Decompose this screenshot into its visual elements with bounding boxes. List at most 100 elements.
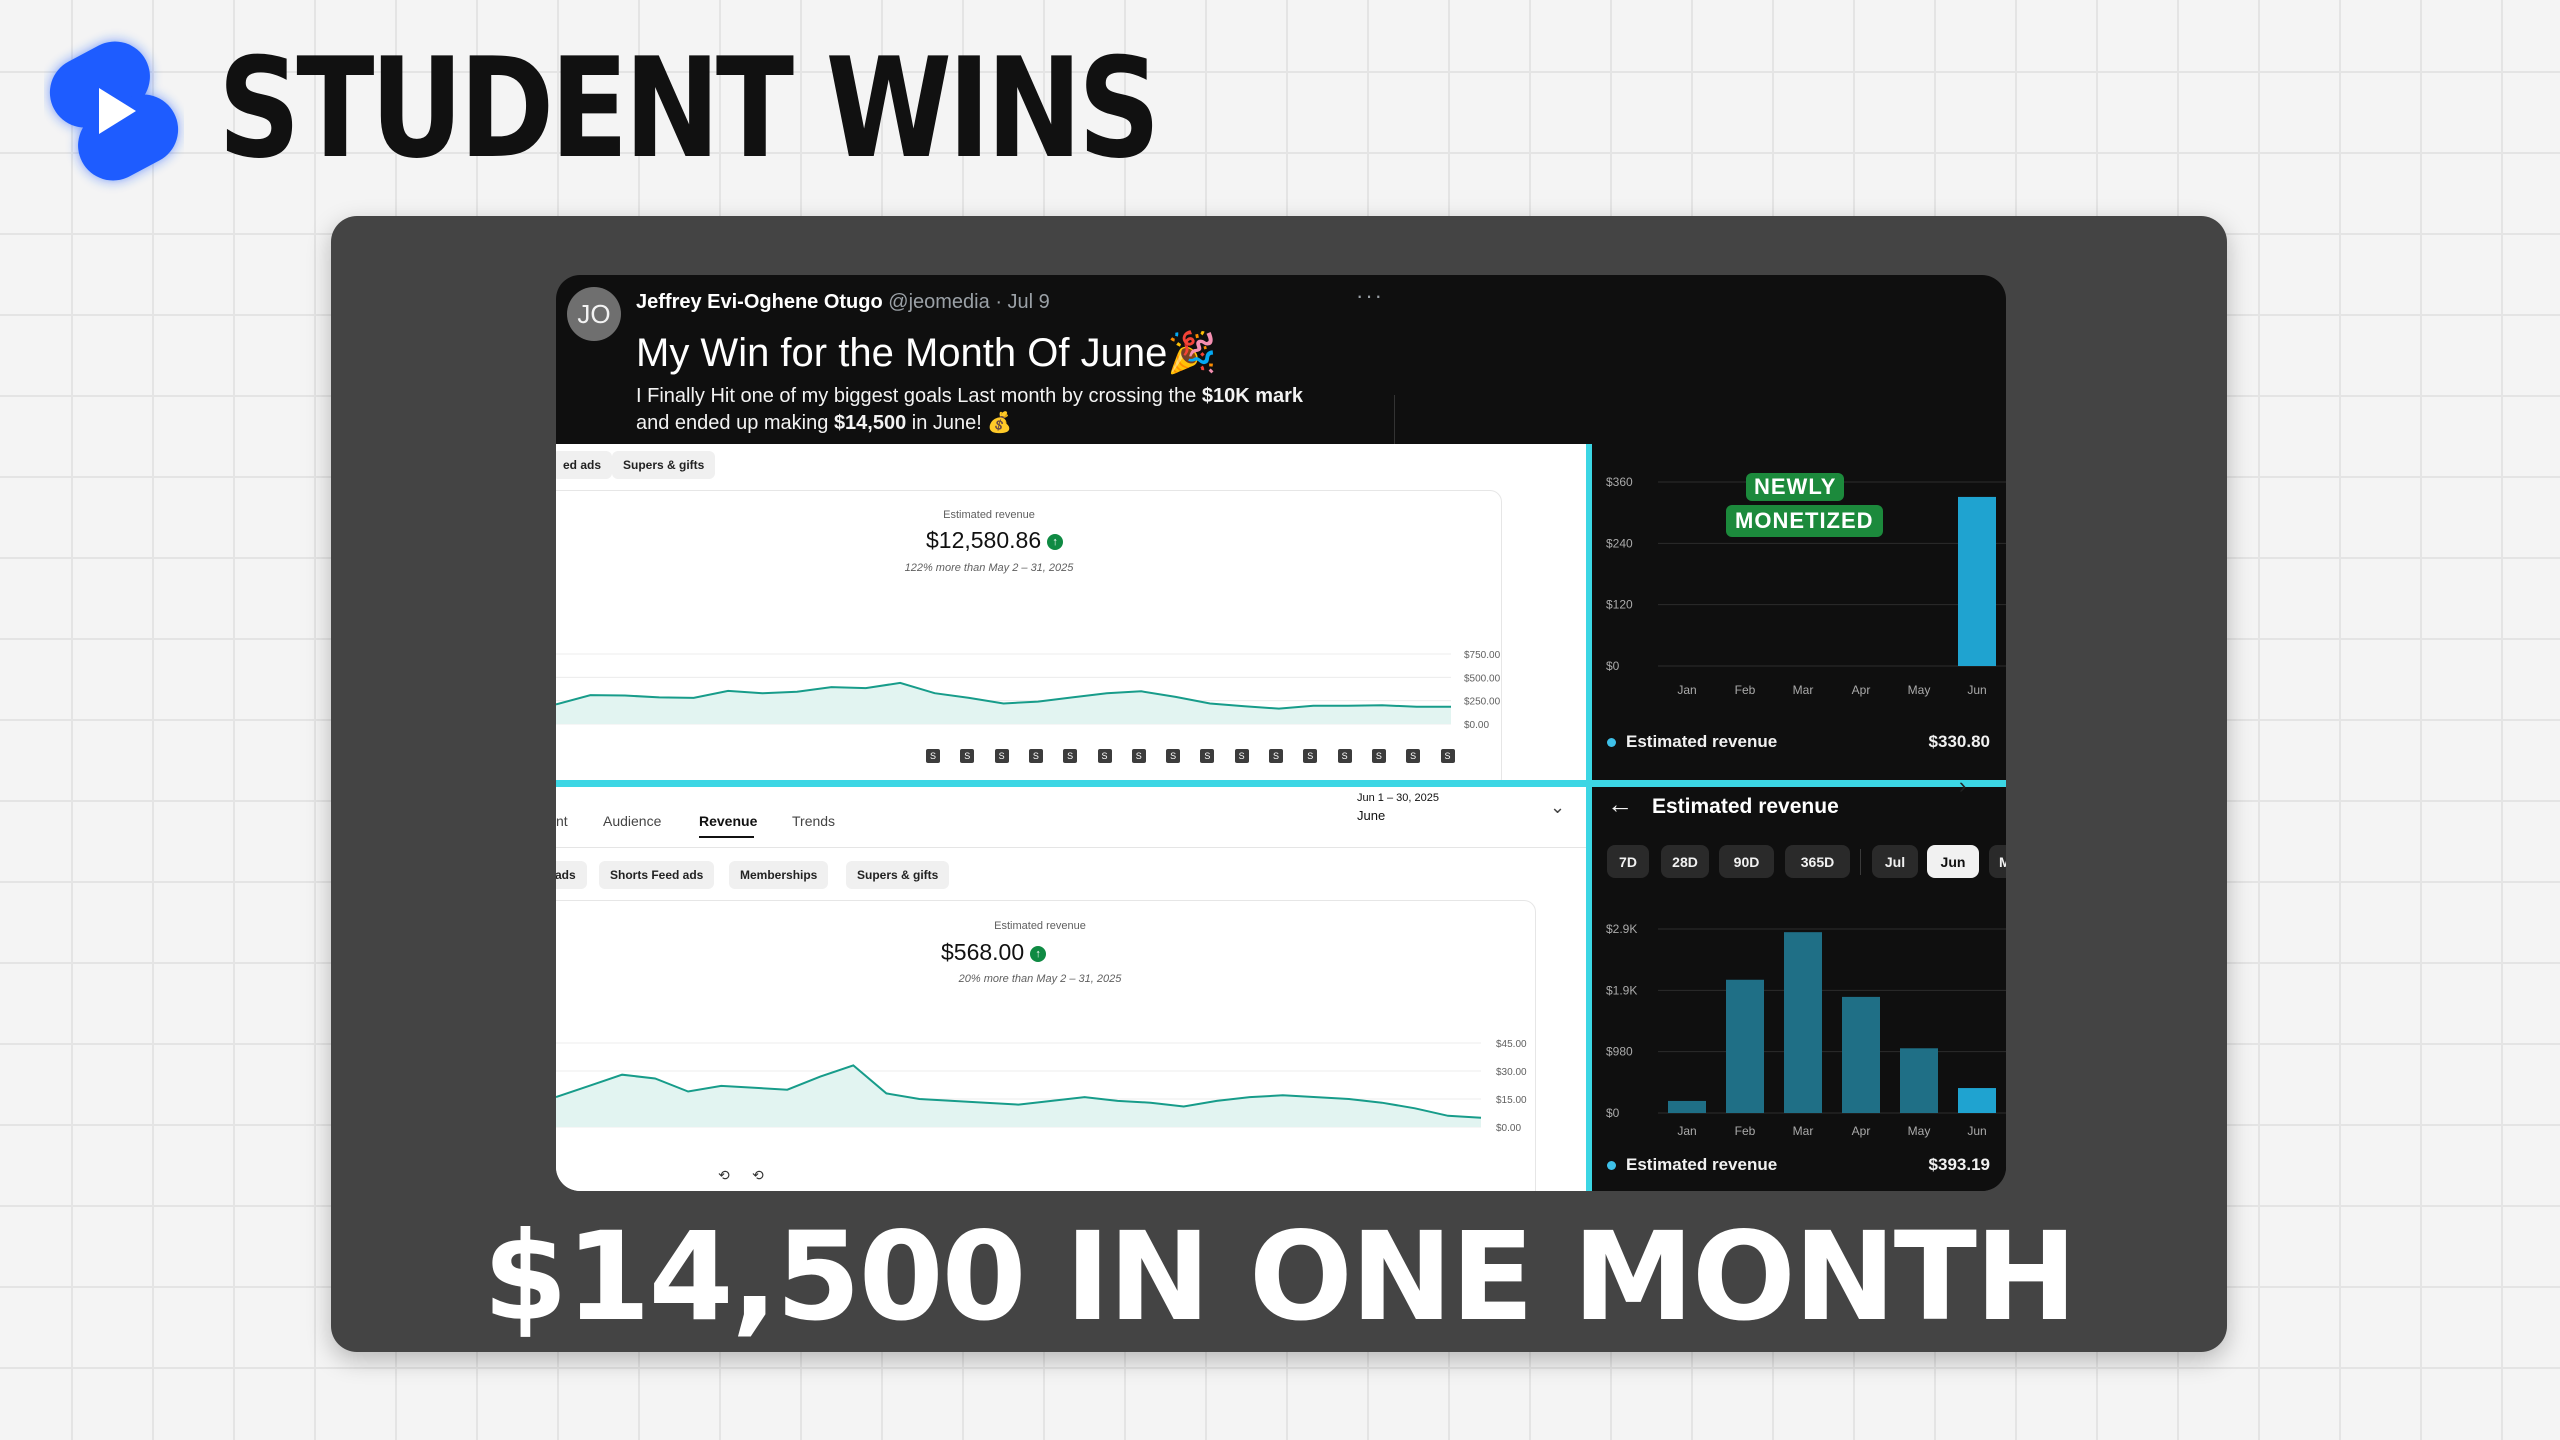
tweet-title: My Win for the Month Of June🎉 bbox=[636, 331, 1218, 375]
tweet-body: I Finally Hit one of my biggest goals La… bbox=[636, 385, 1304, 434]
chevron-down-icon[interactable]: ⌄ bbox=[1550, 797, 1566, 817]
tab-audience[interactable]: Audience bbox=[603, 813, 662, 829]
author-name[interactable]: Jeffrey Evi-Oghene Otugo bbox=[636, 291, 883, 313]
bar-apr bbox=[1842, 996, 1880, 1113]
range-7d[interactable]: 7D bbox=[1607, 845, 1649, 878]
est-sub: 122% more than May 2 – 31, 2025 bbox=[904, 562, 1074, 574]
x-tick-label: May bbox=[1908, 1124, 1931, 1138]
more-options-icon[interactable]: ··· bbox=[1356, 283, 1384, 308]
panel-top-left: ed ads Supers & gifts Estimated revenue … bbox=[556, 444, 1589, 782]
bar-jun bbox=[1958, 1088, 1996, 1113]
x-tick-label: Jun bbox=[1967, 1124, 1986, 1138]
short-marker-icon[interactable]: S bbox=[926, 749, 940, 763]
bar-may bbox=[1900, 1048, 1938, 1113]
range-90d[interactable]: 90D bbox=[1719, 845, 1774, 878]
y-tick-label: $0 bbox=[1606, 1106, 1620, 1120]
panel-bottom-right: ← Estimated revenue 7D 28D 90D 365D Jul … bbox=[1592, 787, 2006, 1191]
svg-text:⟲: ⟲ bbox=[752, 1167, 764, 1183]
short-marker-icon[interactable]: S bbox=[1028, 749, 1043, 763]
separator bbox=[1586, 444, 1592, 1191]
next-arrow-icon[interactable]: › bbox=[1959, 773, 1967, 798]
tweet-author-line: Jeffrey Evi-Oghene Otugo @jeomedia · Jul… bbox=[636, 291, 1050, 314]
short-marker-icon[interactable]: S bbox=[1166, 749, 1181, 763]
x-tick-label: Apr bbox=[1852, 683, 1871, 697]
filter-pill-ads[interactable]: ads bbox=[556, 861, 587, 889]
est-value: $568.00 ↑ bbox=[941, 939, 1047, 966]
bar-mar bbox=[1784, 932, 1822, 1113]
filter-pill-supers[interactable]: Supers & gifts bbox=[846, 861, 950, 889]
filter-pill-shorts-feed[interactable]: Shorts Feed ads bbox=[599, 861, 715, 889]
tweet-date[interactable]: · Jul 9 bbox=[995, 291, 1050, 313]
x-tick-label: Mar bbox=[1793, 683, 1814, 697]
area-fill bbox=[556, 1065, 1481, 1127]
shorts-logo-icon bbox=[49, 41, 179, 181]
est-label: Estimated revenue bbox=[943, 509, 1035, 521]
legend-label: Estimated revenue bbox=[1607, 732, 1777, 752]
y-tick-label: $750.00 bbox=[1464, 650, 1501, 661]
filter-pill-supers[interactable]: Supers & gifts bbox=[612, 451, 716, 479]
y-tick-label: $360 bbox=[1606, 475, 1633, 489]
bar-feb bbox=[1726, 979, 1764, 1113]
range-365d[interactable]: 365D bbox=[1785, 845, 1850, 878]
short-marker-icon[interactable]: S bbox=[1440, 749, 1455, 763]
date-range-picker[interactable]: Jun 1 – 30, 2025 June bbox=[1357, 792, 1439, 823]
short-marker-icon[interactable]: S bbox=[1303, 749, 1318, 763]
divider bbox=[1860, 849, 1861, 875]
short-marker-icon[interactable]: S bbox=[1269, 749, 1283, 763]
legend-value: $330.80 bbox=[1928, 732, 1990, 751]
y-tick-label: $2.9K bbox=[1606, 922, 1637, 936]
range-28d[interactable]: 28D bbox=[1661, 845, 1709, 878]
short-marker-icon[interactable]: S bbox=[1131, 749, 1146, 763]
separator bbox=[556, 780, 2006, 787]
revenue-line-chart-top: $750.00 $500.00 $250.00 $0.00 bbox=[556, 650, 1501, 731]
headline: STUDENT WINS bbox=[218, 28, 1160, 189]
est-label: Estimated revenue bbox=[994, 920, 1086, 932]
short-marker-icon[interactable]: S bbox=[994, 749, 1009, 763]
revenue-card bbox=[556, 490, 1502, 782]
x-tick-label: Mar bbox=[1793, 1124, 1814, 1138]
bar-jan bbox=[1668, 1100, 1706, 1113]
svg-text:⟲: ⟲ bbox=[718, 1167, 730, 1183]
range-jul[interactable]: Jul bbox=[1872, 845, 1918, 878]
series-dot bbox=[1607, 738, 1616, 748]
panel-header: Estimated revenue bbox=[1652, 795, 1839, 818]
increase-icon: ↑ bbox=[1030, 945, 1047, 962]
panel-bottom-left: nt Audience Revenue Trends Jun 1 – 30, 2… bbox=[556, 787, 1589, 1191]
filter-pill[interactable]: ed ads bbox=[556, 451, 613, 479]
tab-trends[interactable]: Trends bbox=[792, 813, 836, 829]
y-tick-label: $45.00 bbox=[1496, 1039, 1527, 1050]
short-marker-icon[interactable]: S bbox=[1097, 749, 1112, 763]
short-marker-icon[interactable]: S bbox=[1337, 749, 1352, 763]
x-tick-label: Jan bbox=[1677, 1124, 1696, 1138]
y-tick-label: $1.9K bbox=[1606, 983, 1637, 997]
y-tick-label: $0.00 bbox=[1464, 720, 1489, 731]
back-arrow-icon[interactable]: ← bbox=[1607, 789, 1633, 819]
author-handle[interactable]: @jeomedia bbox=[888, 291, 990, 313]
short-marker-icon[interactable]: S bbox=[1200, 749, 1215, 763]
monetized-badge: MONETIZED bbox=[1726, 505, 1883, 537]
short-marker-icon[interactable]: S bbox=[1234, 749, 1249, 763]
short-marker-icon[interactable]: S bbox=[960, 749, 975, 763]
filter-pill-memberships[interactable]: Memberships bbox=[729, 861, 829, 889]
tab-content[interactable]: nt bbox=[556, 813, 568, 829]
screenshot-card: JO Jeffrey Evi-Oghene Otugo @jeomedia · … bbox=[331, 216, 2227, 1352]
short-marker-icon[interactable]: S bbox=[1406, 749, 1421, 763]
tab-revenue[interactable]: Revenue bbox=[699, 813, 758, 829]
screenshot: JO Jeffrey Evi-Oghene Otugo @jeomedia · … bbox=[556, 275, 2006, 1191]
est-value: $12,580.86 ↑ bbox=[926, 527, 1064, 554]
revenue-card bbox=[556, 900, 1536, 1191]
x-tick-label: Feb bbox=[1735, 1124, 1756, 1138]
monthly-revenue-chart-bottom: $2.9K $1.9K $980 $0 Jan Feb Mar Apr May Jun bbox=[1606, 922, 2006, 1138]
legend-value: $393.19 bbox=[1928, 1155, 1990, 1174]
y-tick-label: $250.00 bbox=[1464, 697, 1501, 708]
range-jun[interactable]: Jun bbox=[1927, 845, 1979, 878]
short-marker-icon[interactable]: S bbox=[1371, 749, 1386, 763]
short-marker-icon[interactable]: S bbox=[1063, 749, 1078, 763]
play-icon bbox=[99, 88, 136, 134]
range-may[interactable]: M bbox=[1989, 845, 2006, 878]
avatar[interactable]: JO bbox=[567, 287, 621, 341]
divider bbox=[1394, 395, 1395, 455]
monthly-revenue-chart-top: $360 $240 $120 $0 Jan Feb Mar Apr May Jun bbox=[1606, 475, 2006, 697]
y-tick-label: $0 bbox=[1606, 659, 1620, 673]
divider bbox=[556, 847, 1589, 848]
